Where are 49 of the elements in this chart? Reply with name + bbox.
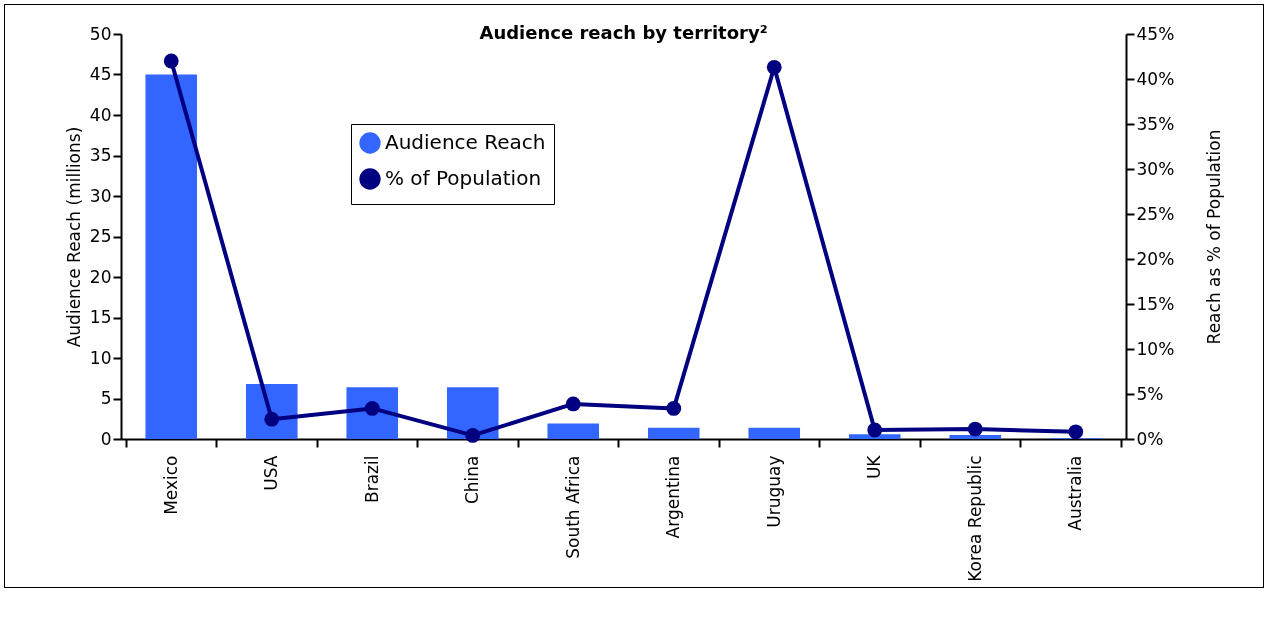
x-tick-label: Mexico [160, 455, 181, 515]
legend-label: % of Population [385, 166, 542, 190]
y2-axis-title: Reach as % of Population [1204, 129, 1225, 345]
y-tick-label: 40 [89, 104, 112, 125]
y-tick-label: 25 [89, 226, 112, 246]
point [666, 401, 682, 416]
y-tick-label: 5 [100, 388, 112, 408]
point [766, 59, 782, 75]
y-tick-label: 50 [89, 23, 112, 44]
x-tick-label: UK [864, 454, 885, 480]
point [565, 396, 581, 412]
y2-tick-label: 0% [1136, 428, 1164, 449]
y2-tick-label: 5% [1136, 383, 1164, 404]
x-tick-label: South Africa [562, 455, 583, 559]
bar [949, 434, 1002, 439]
x-tick-label: Argentina [663, 455, 684, 539]
point [465, 428, 481, 443]
y-axis-title: Audience Reach (millions) [63, 126, 84, 348]
point [163, 53, 179, 69]
y2-tick-label: 10% [1136, 338, 1175, 359]
x-tick-label: Korea Republic [964, 455, 985, 582]
bar [145, 74, 198, 439]
bar [748, 427, 801, 439]
x-tick-label: USA [261, 455, 282, 491]
point [1068, 424, 1084, 440]
y2-tick-label: 30% [1136, 158, 1175, 179]
x-tick-label: Brazil [361, 455, 382, 503]
x-tick-label: Australia [1065, 455, 1086, 531]
y2-tick-label: 45% [1136, 23, 1175, 44]
point [967, 421, 983, 437]
y2-tick-label: 15% [1136, 293, 1175, 314]
legend-label: Audience Reach [385, 130, 546, 154]
chart-title: Audience reach by territory² [479, 22, 768, 43]
y2-tick-label: 20% [1136, 248, 1175, 269]
x-tick-label: Uruguay [763, 455, 784, 528]
y2-tick-label: 35% [1136, 113, 1175, 134]
y2-tick-label: 40% [1136, 68, 1175, 89]
y-tick-label: 30 [89, 185, 112, 206]
bar [547, 423, 600, 439]
y2-tick-label: 25% [1136, 203, 1175, 224]
point [867, 422, 883, 438]
y-tick-label: 45 [89, 64, 112, 84]
y-tick-label: 0 [100, 428, 112, 449]
x-tick-label: China [462, 455, 483, 505]
y-tick-label: 20 [89, 266, 112, 287]
bar [647, 427, 700, 439]
y-tick-label: 10 [89, 347, 112, 368]
y-tick-label: 15 [89, 307, 112, 327]
y-tick-label: 35 [89, 145, 112, 165]
